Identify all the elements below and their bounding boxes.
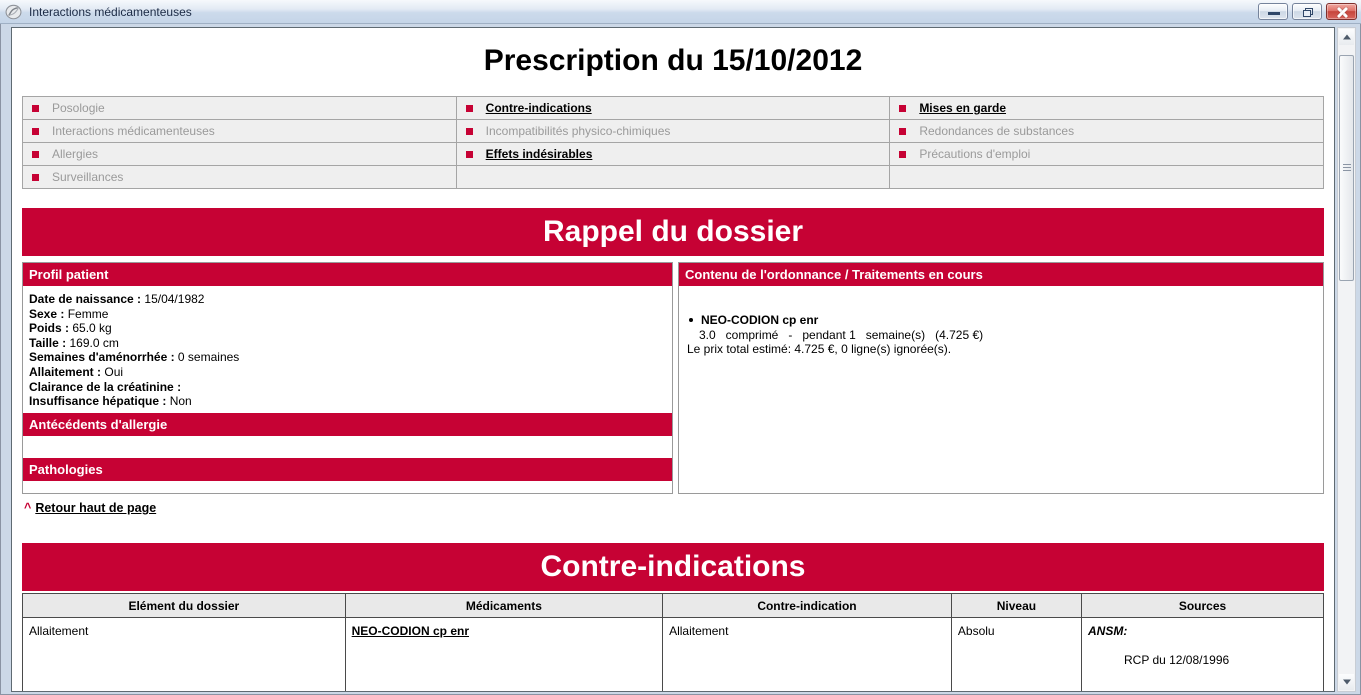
nav-item-mises-en-garde: Mises en garde — [889, 96, 1324, 120]
col-medicaments: Médicaments — [344, 593, 664, 618]
cell-contre-indication: Allaitement — [662, 617, 952, 691]
bullet-icon — [465, 128, 473, 135]
nav-item-effets-indesirables: Effets indésirables — [455, 142, 891, 166]
nav-link-mises-en-garde[interactable]: Mises en garde — [919, 101, 1007, 115]
allergies-header: Antécédents d'allergie — [23, 412, 672, 436]
restore-button[interactable] — [1292, 3, 1322, 20]
patient-field: Semaines d'aménorrhée : 0 semaines — [29, 350, 240, 365]
ordonnance-content: NEO-CODION cp enr 3.0 comprimé - pendant… — [679, 286, 1323, 357]
restore-icon — [1303, 8, 1313, 17]
app-icon — [5, 3, 22, 20]
col-niveau: Niveau — [950, 593, 1082, 618]
section-nav-table: Posologie Contre-indications Mises en ga… — [22, 96, 1324, 189]
medicament-link[interactable]: NEO-CODION cp enr — [351, 624, 469, 638]
patient-field: Insuffisance hépatique : Non — [29, 394, 192, 409]
nav-item-empty — [889, 165, 1324, 189]
nav-link-effets-indesirables[interactable]: Effets indésirables — [485, 147, 593, 161]
bullet-icon — [465, 151, 473, 158]
titlebar: Interactions médicamenteuses — [0, 0, 1361, 24]
cell-element: Allaitement — [22, 617, 346, 691]
bullet-icon — [899, 128, 907, 135]
source-name: ANSM: — [1087, 624, 1128, 638]
bullet-icon — [32, 174, 39, 181]
col-sources: Sources — [1080, 593, 1325, 618]
scrollbar-up-button[interactable] — [1339, 29, 1354, 45]
minimize-button[interactable] — [1258, 3, 1288, 20]
col-element-du-dossier: Elément du dossier — [22, 593, 346, 618]
nav-item-incompatibilites: Incompatibilités physico-chimiques — [455, 119, 891, 143]
bullet-icon — [899, 105, 907, 112]
patient-field: Sexe : Femme — [29, 306, 109, 321]
bullet-icon — [32, 151, 39, 158]
source-detail: RCP du 12/08/1996 — [1123, 653, 1230, 667]
drug-line: NEO-CODION cp enr — [687, 313, 1315, 328]
bullet-icon — [32, 128, 39, 135]
caret-up-icon: ^ — [24, 501, 32, 515]
contre-indications-table: Elément du dossier Médicaments Contre-in… — [22, 593, 1325, 691]
total-price-line: Le prix total estimé: 4.725 €, 0 ligne(s… — [687, 342, 952, 357]
allergies-empty-area — [23, 436, 672, 458]
patient-profile-box: Profil patient Date de naissance : 15/04… — [22, 262, 673, 494]
cell-sources: ANSM: RCP du 12/08/1996 — [1080, 617, 1325, 691]
window-controls — [1258, 3, 1357, 20]
nav-item-redondances: Redondances de substances — [889, 119, 1324, 143]
scrollbar-down-button[interactable] — [1339, 674, 1354, 690]
nav-item-precautions: Précautions d'emploi — [889, 142, 1324, 166]
window-title: Interactions médicamenteuses — [29, 4, 192, 19]
patient-info: Date de naissance : 15/04/1982 Sexe : Fe… — [23, 286, 672, 413]
bullet-icon — [689, 317, 693, 322]
nav-item-posologie: Posologie — [22, 96, 457, 120]
patient-field: Taille : 169.0 cm — [29, 335, 119, 350]
nav-item-contre-indications: Contre-indications — [455, 96, 891, 120]
scrollbar-thumb[interactable] — [1339, 55, 1354, 281]
cell-medicament: NEO-CODION cp enr — [344, 617, 664, 691]
rappel-columns: Profil patient Date de naissance : 15/04… — [22, 262, 1324, 494]
nav-item-interactions: Interactions médicamenteuses — [22, 119, 457, 143]
col-contre-indication: Contre-indication — [662, 593, 952, 618]
bullet-icon — [899, 151, 907, 158]
nav-link-contre-indications[interactable]: Contre-indications — [485, 101, 592, 115]
cell-niveau: Absolu — [950, 617, 1082, 691]
pathologies-header: Pathologies — [23, 457, 672, 481]
contre-indications-banner: Contre-indications — [22, 543, 1324, 591]
dose-line: 3.0 comprimé - pendant 1 semaine(s) (4.7… — [699, 327, 984, 342]
rappel-banner: Rappel du dossier — [22, 208, 1324, 256]
nav-item-allergies: Allergies — [22, 142, 457, 166]
document-area: Prescription du 15/10/2012 Posologie Con… — [11, 27, 1335, 692]
bullet-icon — [465, 105, 473, 112]
profil-patient-header: Profil patient — [23, 263, 672, 286]
close-button[interactable] — [1326, 3, 1357, 20]
ordonnance-header: Contenu de l'ordonnance / Traitements en… — [679, 263, 1323, 286]
patient-field: Poids : 65.0 kg — [29, 321, 112, 336]
patient-field: Date de naissance : 15/04/1982 — [29, 292, 205, 306]
patient-field: Clairance de la créatinine : — [29, 379, 182, 394]
back-to-top-link[interactable]: ^ Retour haut de page — [24, 501, 157, 515]
page-title: Prescription du 15/10/2012 — [483, 44, 863, 77]
nav-item-empty — [455, 165, 891, 189]
nav-item-surveillances: Surveillances — [22, 165, 457, 189]
bullet-icon — [32, 105, 39, 112]
table-header-row: Elément du dossier Médicaments Contre-in… — [22, 593, 1325, 618]
ordonnance-box: Contenu de l'ordonnance / Traitements en… — [678, 262, 1324, 494]
minimize-icon — [1268, 12, 1280, 15]
vertical-scrollbar[interactable] — [1337, 27, 1356, 692]
pathologies-empty-area — [23, 481, 672, 493]
table-row: Allaitement NEO-CODION cp enr Allaitemen… — [22, 617, 1325, 691]
patient-field: Allaitement : Oui — [29, 364, 124, 379]
